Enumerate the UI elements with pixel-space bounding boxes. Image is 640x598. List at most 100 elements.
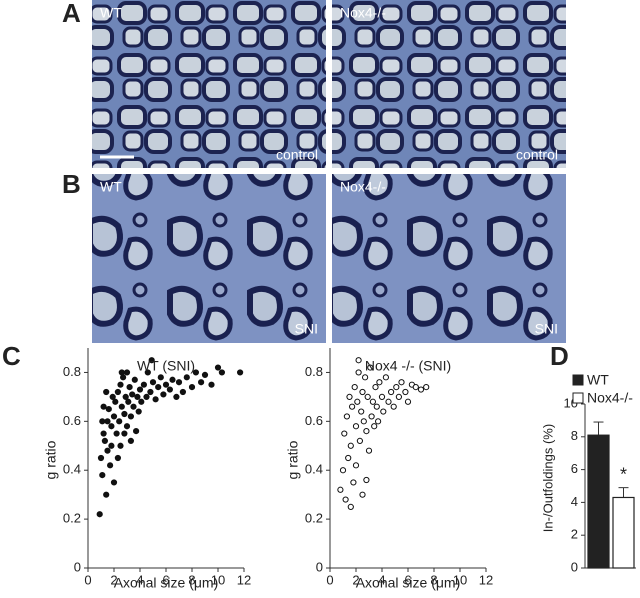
point <box>201 371 209 378</box>
x-tick-label: 6 <box>404 572 411 587</box>
point <box>104 447 111 454</box>
point <box>97 454 105 462</box>
x-tick-label: 12 <box>479 572 493 587</box>
point <box>371 423 378 430</box>
point <box>183 374 190 381</box>
y-tick-label: 4 <box>571 494 578 509</box>
point <box>131 376 138 383</box>
point <box>412 384 419 391</box>
point <box>107 462 114 469</box>
point <box>147 388 154 396</box>
point <box>175 379 183 386</box>
point <box>363 476 370 484</box>
micrograph-label: control <box>276 147 318 163</box>
x-tick-label: 10 <box>453 572 467 587</box>
point <box>127 413 134 420</box>
point <box>339 467 347 474</box>
point <box>375 418 382 425</box>
point <box>388 388 395 396</box>
point <box>149 379 157 386</box>
point <box>130 403 137 410</box>
point <box>123 369 131 376</box>
point <box>116 418 123 425</box>
point <box>109 393 116 400</box>
panel-label: B <box>62 169 81 199</box>
point <box>173 393 180 400</box>
point <box>395 393 402 400</box>
y-axis-label: g ratio <box>43 440 59 479</box>
panel-label: C <box>2 341 21 371</box>
point <box>218 369 225 376</box>
point <box>198 379 205 386</box>
point <box>103 491 110 498</box>
point <box>134 393 141 400</box>
point <box>96 511 103 518</box>
micrograph <box>332 174 566 343</box>
point <box>143 393 150 400</box>
point <box>347 442 354 449</box>
point <box>110 413 118 420</box>
point <box>120 374 127 381</box>
point <box>108 442 115 449</box>
y-tick-label: 0 <box>316 559 323 574</box>
point <box>121 430 128 437</box>
point <box>122 393 129 400</box>
point <box>359 491 366 498</box>
point <box>100 403 107 410</box>
point <box>169 376 176 383</box>
point <box>113 430 120 437</box>
y-tick-label: 0.2 <box>63 511 81 526</box>
micrograph <box>92 174 326 343</box>
y-tick-label: 8 <box>571 428 578 443</box>
point <box>423 384 430 391</box>
chart-title: WT (SNI) <box>137 358 195 374</box>
point <box>114 454 122 462</box>
y-tick-label: 2 <box>571 527 578 542</box>
point <box>100 430 107 437</box>
point <box>152 396 159 403</box>
point <box>162 381 170 388</box>
point <box>148 357 155 364</box>
point <box>362 374 369 381</box>
point <box>368 413 375 420</box>
point <box>352 423 360 430</box>
micrograph-label: control <box>516 147 558 163</box>
point <box>369 398 376 405</box>
point <box>108 423 115 430</box>
x-axis-label: Axonal size (μm) <box>114 575 219 591</box>
point <box>166 386 173 393</box>
point <box>359 388 366 396</box>
point <box>179 388 186 396</box>
y-tick-label: 0.8 <box>63 364 81 379</box>
point <box>373 403 380 410</box>
x-tick-label: 8 <box>430 572 437 587</box>
micrograph-label: Nox4-/- <box>340 5 386 21</box>
point <box>214 364 222 371</box>
point <box>140 381 147 388</box>
point <box>118 403 125 410</box>
point <box>364 393 371 400</box>
point <box>136 386 144 393</box>
point <box>417 386 425 393</box>
x-tick-label: 8 <box>188 572 195 587</box>
point <box>342 496 349 503</box>
point <box>343 413 350 420</box>
point <box>346 393 353 400</box>
point <box>402 388 409 396</box>
point <box>337 486 344 493</box>
point <box>352 462 360 469</box>
micrograph-label: SNI <box>535 321 558 337</box>
x-tick-label: 0 <box>326 572 333 587</box>
point <box>192 369 199 376</box>
point <box>155 384 162 391</box>
point <box>363 428 370 435</box>
point <box>126 384 133 391</box>
point <box>385 398 392 405</box>
point <box>404 398 412 405</box>
y-tick-label: 0 <box>74 559 81 574</box>
point <box>138 398 145 405</box>
legend-swatch <box>572 374 584 386</box>
y-tick-label: 0.2 <box>305 511 323 526</box>
panel-label: D <box>550 341 569 371</box>
